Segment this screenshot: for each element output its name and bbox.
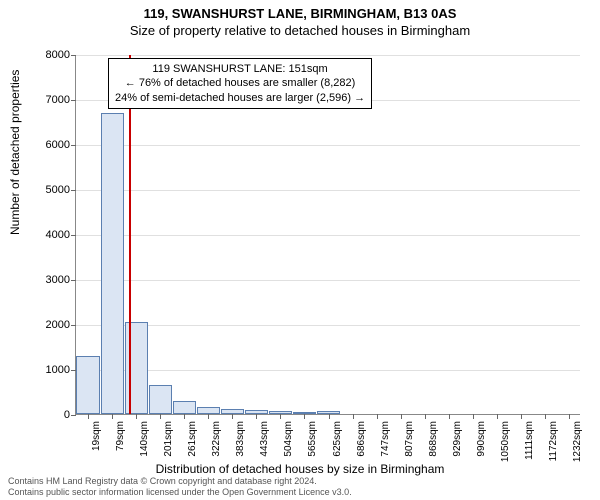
gridline xyxy=(76,325,580,326)
x-tick-label: 747sqm xyxy=(380,421,391,471)
x-tick-mark xyxy=(256,414,257,419)
y-tick-mark xyxy=(71,100,76,101)
y-tick-mark xyxy=(71,280,76,281)
x-tick-label: 140sqm xyxy=(139,421,150,471)
y-axis-label: Number of detached properties xyxy=(8,70,22,235)
y-tick-label: 6000 xyxy=(30,139,70,151)
x-tick-label: 261sqm xyxy=(187,421,198,471)
x-tick-label: 322sqm xyxy=(211,421,222,471)
y-tick-mark xyxy=(71,325,76,326)
y-tick-label: 0 xyxy=(30,409,70,421)
gridline xyxy=(76,370,580,371)
x-tick-mark xyxy=(521,414,522,419)
y-tick-label: 4000 xyxy=(30,229,70,241)
x-tick-mark xyxy=(112,414,113,419)
x-tick-label: 201sqm xyxy=(163,421,174,471)
x-tick-mark xyxy=(160,414,161,419)
x-tick-mark xyxy=(353,414,354,419)
histogram-bar xyxy=(149,385,172,414)
annotation-callout: 119 SWANSHURST LANE: 151sqm ← 76% of det… xyxy=(108,58,372,109)
x-tick-mark xyxy=(473,414,474,419)
x-tick-label: 1232sqm xyxy=(572,421,583,471)
x-tick-mark xyxy=(497,414,498,419)
annotation-line3: 24% of semi-detached houses are larger (… xyxy=(115,91,365,105)
x-tick-label: 1172sqm xyxy=(548,421,559,471)
footer-attribution: Contains HM Land Registry data © Crown c… xyxy=(8,476,352,498)
x-tick-label: 504sqm xyxy=(283,421,294,471)
annotation-line1: 119 SWANSHURST LANE: 151sqm xyxy=(115,62,365,76)
x-tick-mark xyxy=(232,414,233,419)
x-tick-label: 929sqm xyxy=(452,421,463,471)
y-tick-label: 5000 xyxy=(30,184,70,196)
histogram-bar xyxy=(76,356,99,415)
x-tick-label: 443sqm xyxy=(259,421,270,471)
x-tick-label: 1050sqm xyxy=(500,421,511,471)
x-tick-mark xyxy=(184,414,185,419)
chart-title-line1: 119, SWANSHURST LANE, BIRMINGHAM, B13 0A… xyxy=(0,6,600,21)
y-tick-label: 7000 xyxy=(30,94,70,106)
x-tick-mark xyxy=(280,414,281,419)
x-tick-label: 686sqm xyxy=(356,421,367,471)
histogram-bar xyxy=(101,113,124,415)
x-tick-label: 1111sqm xyxy=(524,421,535,471)
annotation-line2: ← 76% of detached houses are smaller (8,… xyxy=(115,76,365,90)
x-tick-mark xyxy=(401,414,402,419)
y-tick-label: 8000 xyxy=(30,49,70,61)
x-tick-mark xyxy=(208,414,209,419)
histogram-bar xyxy=(197,407,220,414)
x-tick-label: 19sqm xyxy=(91,421,102,471)
x-tick-mark xyxy=(449,414,450,419)
x-tick-label: 79sqm xyxy=(115,421,126,471)
x-tick-label: 565sqm xyxy=(307,421,318,471)
gridline xyxy=(76,280,580,281)
x-tick-label: 990sqm xyxy=(476,421,487,471)
x-tick-mark xyxy=(304,414,305,419)
x-tick-label: 625sqm xyxy=(332,421,343,471)
chart-plot-area xyxy=(75,55,580,415)
x-tick-mark xyxy=(545,414,546,419)
y-tick-mark xyxy=(71,145,76,146)
gridline xyxy=(76,55,580,56)
y-tick-mark xyxy=(71,190,76,191)
x-tick-label: 383sqm xyxy=(235,421,246,471)
y-tick-label: 2000 xyxy=(30,319,70,331)
gridline xyxy=(76,190,580,191)
x-tick-mark xyxy=(88,414,89,419)
gridline xyxy=(76,235,580,236)
x-tick-mark xyxy=(425,414,426,419)
gridline xyxy=(76,145,580,146)
x-tick-label: 807sqm xyxy=(404,421,415,471)
footer-line2: Contains public sector information licen… xyxy=(8,487,352,498)
y-tick-mark xyxy=(71,370,76,371)
x-tick-label: 868sqm xyxy=(428,421,439,471)
x-tick-mark xyxy=(569,414,570,419)
x-tick-mark xyxy=(329,414,330,419)
y-tick-mark xyxy=(71,235,76,236)
footer-line1: Contains HM Land Registry data © Crown c… xyxy=(8,476,352,487)
y-tick-mark xyxy=(71,415,76,416)
chart-title-line2: Size of property relative to detached ho… xyxy=(0,23,600,38)
y-tick-label: 1000 xyxy=(30,364,70,376)
x-tick-mark xyxy=(377,414,378,419)
x-tick-mark xyxy=(136,414,137,419)
y-tick-mark xyxy=(71,55,76,56)
chart-title-block: 119, SWANSHURST LANE, BIRMINGHAM, B13 0A… xyxy=(0,0,600,38)
histogram-bar xyxy=(173,401,196,415)
y-tick-label: 3000 xyxy=(30,274,70,286)
